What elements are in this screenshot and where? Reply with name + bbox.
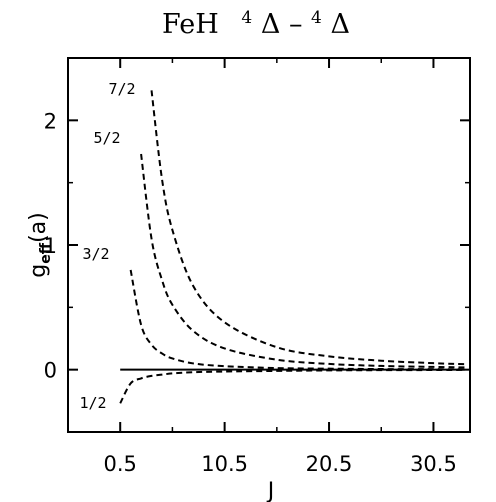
- x-tick-label: 0.5: [104, 452, 137, 476]
- series-line-5-2: [140, 153, 465, 369]
- x-tick-label: 30.5: [410, 452, 457, 476]
- title-superscript-1: 4: [241, 8, 252, 28]
- y-tick-label: 0: [44, 359, 57, 383]
- series-line-1-2: [119, 368, 465, 404]
- x-axis-label: J: [266, 479, 275, 502]
- series-label-7-2: 7/2: [108, 80, 135, 98]
- title-term-2: Δ: [330, 9, 350, 40]
- series-line-3-2: [129, 269, 465, 371]
- y-axis-ticks: 0 1 2: [44, 57, 470, 433]
- title-molecule: FeH: [162, 9, 219, 40]
- y-axis-label-sub: eff: [38, 242, 54, 263]
- y-axis-label-tail: (a): [26, 212, 51, 243]
- title-term-1: Δ: [261, 9, 281, 40]
- series-label-1-2: 1/2: [79, 394, 106, 412]
- series-layer: [119, 90, 465, 404]
- title-superscript-2: 4: [311, 8, 322, 28]
- y-tick-label: 2: [44, 109, 57, 133]
- y-axis-label-main: g: [26, 264, 51, 278]
- plot-frame: [67, 57, 471, 433]
- x-axis-ticks: 0.5 10.5 20.5 30.5: [104, 58, 457, 476]
- x-tick-label: 20.5: [306, 452, 353, 476]
- title-dash: –: [289, 9, 303, 40]
- x-tick-label: 10.5: [201, 452, 248, 476]
- chart-title: FeH 4 Δ – 4 Δ: [162, 0, 350, 40]
- series-labels: 1/2 3/2 5/2 7/2: [79, 80, 135, 412]
- y-axis-label: geff(a): [26, 212, 54, 277]
- series-label-5-2: 5/2: [93, 129, 120, 147]
- y-tick-label: 1: [44, 234, 57, 258]
- series-line-7-2: [150, 90, 465, 366]
- series-label-3-2: 3/2: [82, 245, 109, 263]
